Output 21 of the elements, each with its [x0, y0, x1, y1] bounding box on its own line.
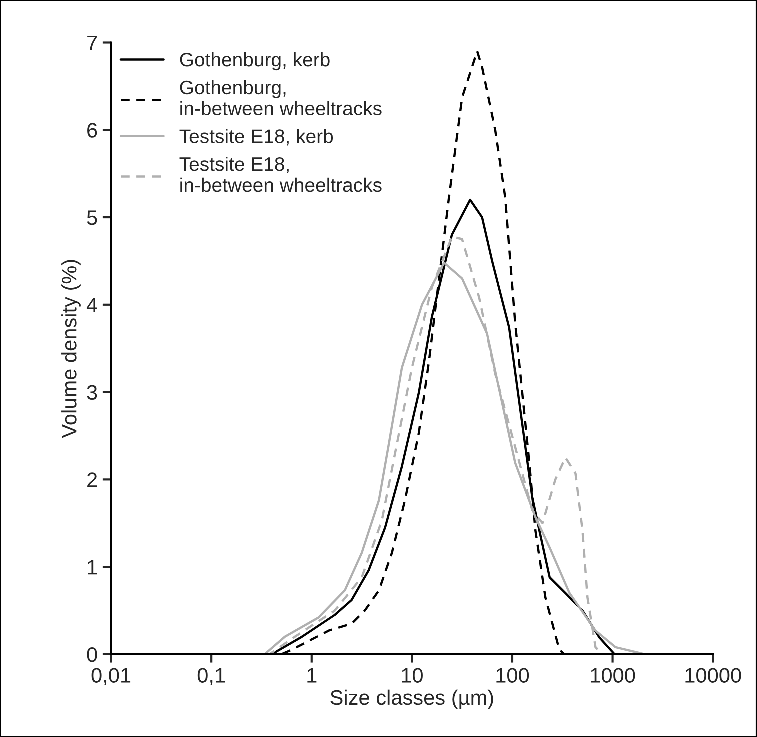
x-tick-label: 10000 [686, 668, 742, 683]
legend-label: Testsite E18, in-between wheeltracks [180, 156, 382, 192]
legend-label: Gothenburg, kerb [180, 52, 330, 71]
legend-label: Gothenburg, in-between wheeltracks [180, 80, 382, 116]
y-tick-label: 6 [88, 123, 98, 138]
x-tick-label: 0,1 [198, 668, 226, 686]
legend-label: Testsite E18, kerb [180, 129, 334, 146]
y-tick-label: 2 [88, 472, 98, 488]
y-tick-label: 1 [88, 560, 98, 575]
x-tick-label: 100 [496, 668, 530, 683]
y-tick-label: 4 [86, 298, 98, 312]
y-tick-label: 0 [87, 647, 98, 662]
x-tick-label: 10 [402, 668, 423, 683]
x-tick-label: 1 [308, 668, 317, 683]
x-tick-label: 0,01 [92, 668, 131, 686]
y-tick-label: 3 [87, 385, 98, 400]
y-axis-title: Volume density (%) [62, 260, 81, 438]
x-tick-label: 1000 [591, 668, 636, 683]
y-tick-label: 7 [88, 36, 98, 50]
y-tick-label: 5 [87, 210, 98, 226]
x-axis-title: Size classes (µm) [330, 690, 494, 710]
